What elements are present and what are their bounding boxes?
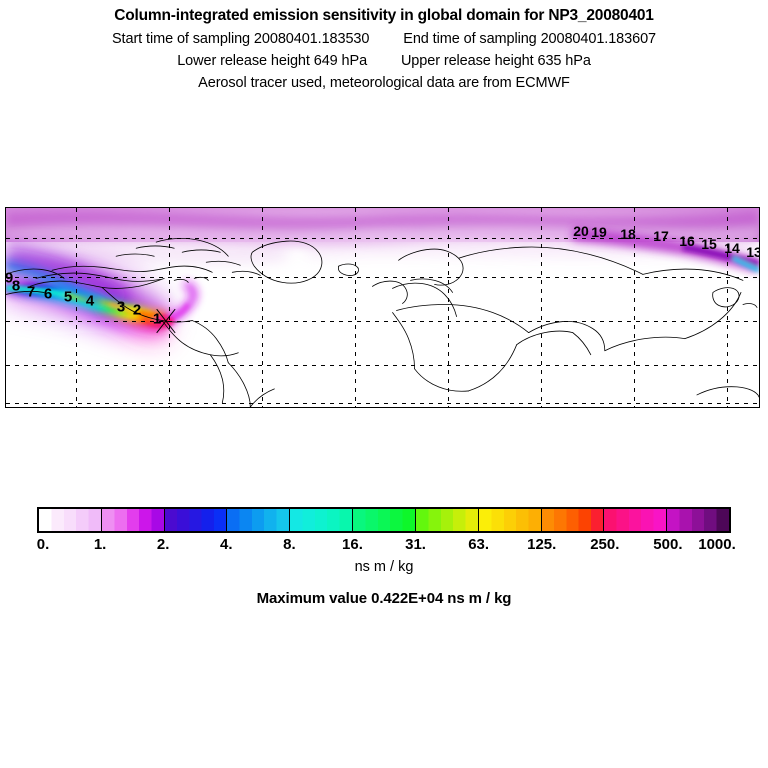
colorbar-tick-9: 250. [590, 536, 620, 553]
colorbar-tick-11: 1000. [698, 536, 736, 553]
colorbar-tick-8: 125. [527, 536, 557, 553]
trajectory-day-label-15: 15 [701, 236, 717, 252]
trajectory-day-label-5: 5 [63, 288, 73, 306]
trajectory-day-label-18: 18 [620, 226, 636, 242]
colorbar-tick-4: 8. [283, 536, 296, 553]
colorbar-segment-3 [227, 509, 291, 531]
trajectory-day-label-8: 8 [11, 277, 21, 295]
trajectory-day-label-17: 17 [653, 228, 669, 244]
colorbar-segment-0 [39, 509, 102, 531]
lower-release-height-label: Lower release height 649 hPa [177, 53, 368, 69]
trajectory-day-label-16: 16 [679, 233, 695, 249]
end-time-label: End time of sampling 20080401.183607 [403, 31, 657, 47]
colorbar-segment-5 [353, 509, 416, 531]
tracer-info-label: Aerosol tracer used, meteorological data… [198, 75, 570, 91]
colorbar-tick-5: 16. [342, 536, 363, 553]
map-canvas: 1234567891314151617181920 [6, 208, 759, 407]
trajectory-day-label-4: 4 [85, 292, 95, 310]
start-time-label: Start time of sampling 20080401.183530 [111, 31, 370, 47]
colorbar-tick-1: 1. [93, 536, 107, 553]
colorbar-tick-0: 0. [36, 536, 50, 553]
colorbar-units-label: ns m / kg [354, 559, 414, 575]
trajectory-day-label-3: 3 [116, 298, 126, 316]
emission-sensitivity-field [6, 208, 759, 342]
page-title: Column-integrated emission sensitivity i… [114, 7, 654, 24]
colorbar-tick-labels: 0. 1. 2. 4. 8. 16. 31. 63. 125. 250. 500. 1000. [0, 536, 768, 556]
upper-release-height-label: Upper release height 635 hPa [400, 53, 591, 69]
release-heights-line: Lower release height 649 hPa Upper relea… [0, 53, 768, 69]
colorbar-tick-6: 31. [405, 536, 426, 553]
colorbar-segment-9 [604, 509, 668, 531]
colorbar-segment-10 [667, 509, 729, 531]
trajectory-day-label-7: 7 [26, 283, 36, 301]
trajectory-day-label-13: 13 [746, 244, 759, 260]
colorbar-tick-10: 500. [653, 536, 683, 553]
sampling-times-line: Start time of sampling 20080401.183530 E… [0, 31, 768, 47]
colorbar-tick-3: 4. [220, 536, 233, 553]
trajectory-day-label-14: 14 [724, 240, 740, 256]
colorbar-segment-6 [415, 509, 479, 531]
colorbar-segment-2 [164, 509, 228, 531]
colorbar-segment-8 [541, 509, 605, 531]
colorbar-segment-4 [290, 509, 354, 531]
colorbar-tick-7: 63. [468, 536, 490, 553]
trajectory-day-label-6: 6 [43, 285, 53, 303]
colorbar-segment-1 [101, 509, 165, 531]
global-map-panel[interactable]: 1234567891314151617181920 [5, 207, 760, 408]
colorbar-segment-7 [478, 509, 542, 531]
trajectory-day-label-20: 20 [573, 223, 589, 239]
trajectory-day-label-2: 2 [132, 301, 142, 319]
trajectory-day-label-19: 19 [591, 224, 607, 240]
colorbar-tick-2: 2. [156, 536, 170, 553]
colorbar[interactable] [37, 507, 731, 533]
coastline-overlay [6, 208, 759, 407]
release-point-marker[interactable] [151, 306, 181, 336]
maximum-value-label: Maximum value 0.422E+04 ns m / kg [256, 590, 512, 607]
header-block: Column-integrated emission sensitivity i… [0, 0, 768, 91]
trajectory-day-label-9: 9 [6, 271, 13, 286]
